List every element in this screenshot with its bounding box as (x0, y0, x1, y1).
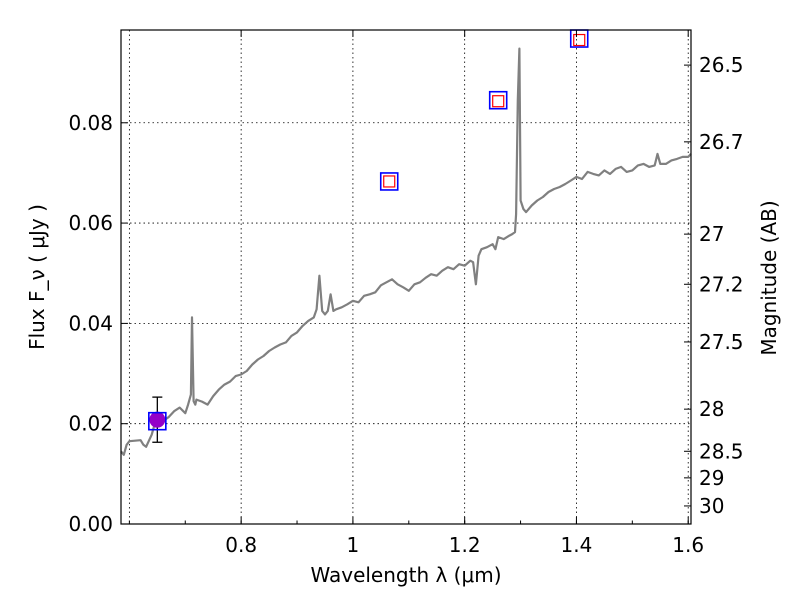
x-axis: 0.8 1 1.2 1.4 1.6 (128, 30, 704, 557)
x-tick-label: 1.6 (672, 533, 704, 557)
magnitude-tick-label: 27 (699, 222, 724, 246)
magnitude-tick-label: 30 (699, 494, 724, 518)
observed-photometry-point (148, 411, 167, 431)
spectrum-line (120, 47, 692, 456)
plot-series (120, 29, 692, 456)
x-tick-label: 0.8 (225, 533, 257, 557)
y-axis: 0.00 0.02 0.04 0.06 0.08 (68, 111, 128, 536)
magnitude-tick-label: 28.5 (699, 439, 744, 463)
y-tick-label: 0.00 (68, 512, 113, 536)
y-tick-label: 0.08 (68, 111, 113, 135)
magnitude-tick-label: 27.2 (699, 272, 744, 296)
magnitude-tick-label: 26.5 (699, 53, 744, 77)
magnitude-tick-label: 26.7 (699, 130, 744, 154)
y-tick-label: 0.04 (68, 311, 113, 335)
x-tick-label: 1 (347, 533, 360, 557)
x-tick-label: 1.4 (561, 533, 593, 557)
x-tick-label: 1.2 (449, 533, 481, 557)
observed-photometry-point (379, 172, 399, 191)
model-photometry-point (383, 175, 396, 188)
magnitude-axis: 26.5 26.7 27 27.2 27.5 28 28.5 29 30 (684, 53, 744, 518)
magnitude-tick-label: 27.5 (699, 330, 744, 354)
y-axis-label: Flux F_ν ( μJy ) (25, 204, 49, 350)
y-tick-label: 0.06 (68, 211, 113, 235)
detection-point (149, 411, 166, 428)
right-axis-label: Magnitude (AB) (757, 200, 781, 355)
grid (121, 30, 691, 524)
magnitude-tick-label: 28 (699, 397, 724, 421)
observed-photometry-point (488, 90, 508, 110)
x-axis-label: Wavelength λ (μm) (310, 563, 501, 587)
plot-frame (120, 29, 692, 525)
model-photometry-point (492, 95, 505, 108)
y-tick-label: 0.02 (68, 412, 113, 436)
magnitude-tick-label: 29 (699, 466, 724, 490)
model-photometry-point (573, 33, 586, 47)
